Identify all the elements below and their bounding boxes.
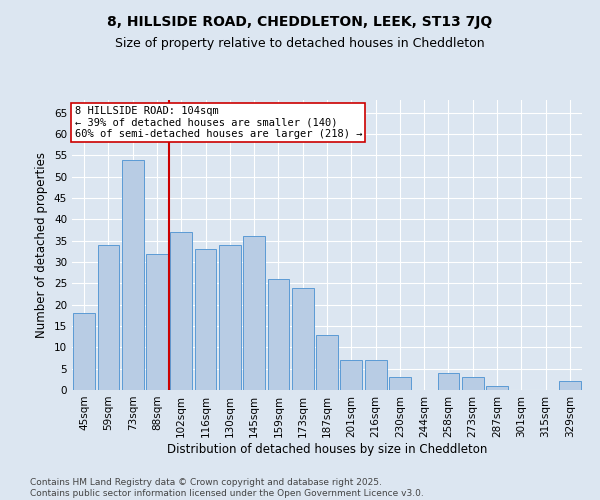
Bar <box>559 382 581 390</box>
Text: 8, HILLSIDE ROAD, CHEDDLETON, LEEK, ST13 7JQ: 8, HILLSIDE ROAD, CHEDDLETON, LEEK, ST13… <box>107 15 493 29</box>
Bar <box>462 377 484 390</box>
Text: Contains HM Land Registry data © Crown copyright and database right 2025.
Contai: Contains HM Land Registry data © Crown c… <box>30 478 424 498</box>
Bar <box>389 377 411 390</box>
Bar <box>437 373 460 390</box>
Bar <box>243 236 265 390</box>
Bar <box>146 254 168 390</box>
Bar <box>340 360 362 390</box>
Bar <box>219 245 241 390</box>
Bar <box>365 360 386 390</box>
Bar <box>122 160 143 390</box>
Y-axis label: Number of detached properties: Number of detached properties <box>35 152 49 338</box>
Bar <box>73 313 95 390</box>
Text: Size of property relative to detached houses in Cheddleton: Size of property relative to detached ho… <box>115 38 485 51</box>
Bar <box>486 386 508 390</box>
Bar <box>97 245 119 390</box>
Bar <box>292 288 314 390</box>
Bar <box>194 250 217 390</box>
Bar <box>316 334 338 390</box>
Bar <box>170 232 192 390</box>
Text: 8 HILLSIDE ROAD: 104sqm
← 39% of detached houses are smaller (140)
60% of semi-d: 8 HILLSIDE ROAD: 104sqm ← 39% of detache… <box>74 106 362 139</box>
X-axis label: Distribution of detached houses by size in Cheddleton: Distribution of detached houses by size … <box>167 442 487 456</box>
Bar <box>268 279 289 390</box>
